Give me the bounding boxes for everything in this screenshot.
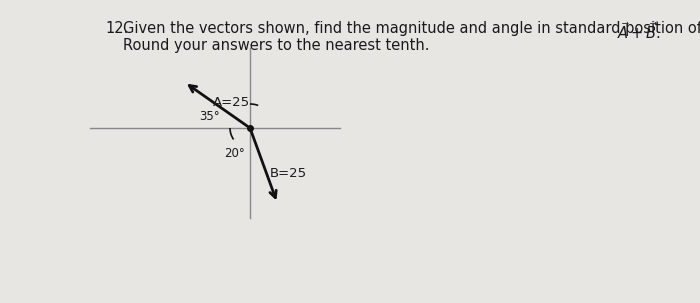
Text: B=25: B=25	[270, 167, 307, 180]
Text: $\vec{A}+\vec{B}$.: $\vec{A}+\vec{B}$.	[617, 21, 661, 42]
Text: 12.: 12.	[105, 21, 128, 36]
Text: A=25: A=25	[214, 96, 251, 109]
Text: 20°: 20°	[224, 147, 245, 160]
Text: Given the vectors shown, find the magnitude and angle in standard position of th: Given the vectors shown, find the magnit…	[123, 21, 700, 36]
Text: 35°: 35°	[199, 109, 220, 122]
Text: Round your answers to the nearest tenth.: Round your answers to the nearest tenth.	[123, 38, 430, 53]
